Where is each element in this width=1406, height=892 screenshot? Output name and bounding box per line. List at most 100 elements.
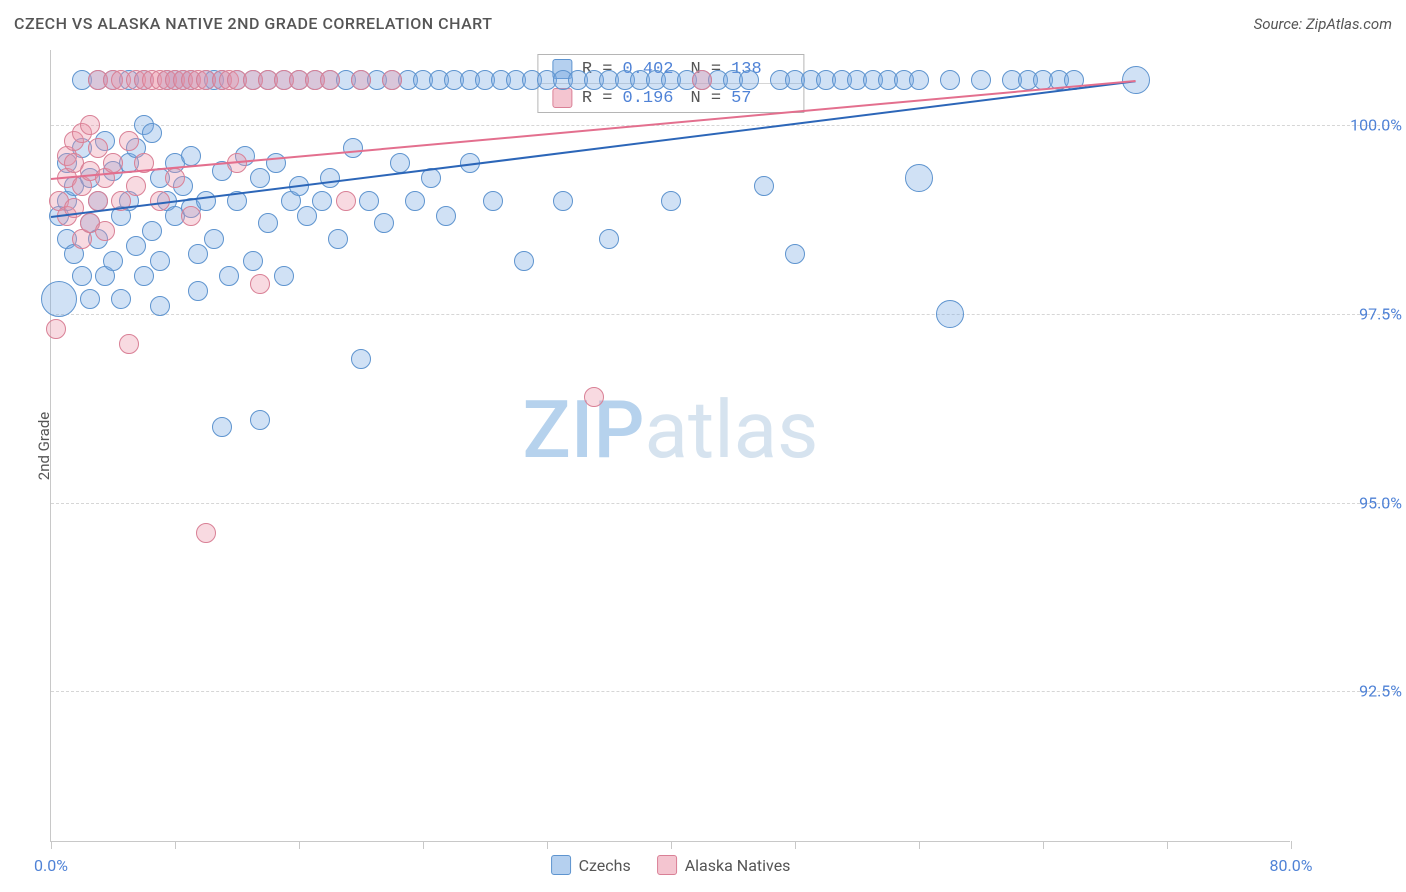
data-point — [661, 191, 681, 211]
data-point — [126, 176, 146, 196]
x-tick — [51, 841, 52, 849]
data-point — [103, 153, 123, 173]
data-point — [328, 229, 348, 249]
data-point — [785, 244, 805, 264]
data-point — [142, 221, 162, 241]
data-point — [88, 138, 108, 158]
data-point — [126, 236, 146, 256]
gridline — [51, 314, 1400, 315]
data-point — [351, 349, 371, 369]
data-point — [150, 296, 170, 316]
data-point — [514, 251, 534, 271]
watermark: ZIPatlas — [523, 383, 819, 477]
n-value: 57 — [731, 89, 789, 108]
legend-swatch — [552, 88, 572, 108]
series-legend: Czechs Alaska Natives — [551, 855, 791, 875]
data-point — [359, 191, 379, 211]
data-point — [483, 191, 503, 211]
data-point — [119, 131, 139, 151]
data-point — [553, 191, 573, 211]
r-label: R = — [582, 89, 613, 108]
data-point — [250, 274, 270, 294]
data-point — [436, 206, 456, 226]
data-point — [258, 213, 278, 233]
data-point — [212, 417, 232, 437]
x-tick — [423, 841, 424, 849]
data-point — [188, 281, 208, 301]
x-tick — [1167, 841, 1168, 849]
data-point — [312, 191, 332, 211]
data-point — [909, 70, 929, 90]
data-point — [351, 70, 371, 90]
x-tick — [1291, 841, 1292, 849]
x-tick — [795, 841, 796, 849]
data-point — [754, 176, 774, 196]
data-point — [196, 191, 216, 211]
legend-item: Alaska Natives — [657, 855, 791, 875]
x-tick — [1043, 841, 1044, 849]
data-point — [181, 146, 201, 166]
data-point — [250, 410, 270, 430]
gridline — [51, 125, 1400, 126]
x-tick — [175, 841, 176, 849]
data-point — [196, 523, 216, 543]
data-point — [188, 244, 208, 264]
data-point — [150, 251, 170, 271]
legend-label: Alaska Natives — [685, 856, 791, 875]
data-point — [692, 70, 712, 90]
data-point — [599, 229, 619, 249]
data-point — [181, 206, 201, 226]
data-point — [320, 168, 340, 188]
legend-label: Czechs — [579, 856, 631, 875]
y-tick-label: 100.0% — [1302, 116, 1402, 135]
x-tick — [671, 841, 672, 849]
x-tick — [299, 841, 300, 849]
data-point — [320, 70, 340, 90]
r-value: 0.196 — [623, 89, 681, 108]
data-point — [243, 251, 263, 271]
y-tick-label: 92.5% — [1302, 682, 1402, 701]
data-point — [142, 123, 162, 143]
x-tick — [547, 841, 548, 849]
gridline — [51, 691, 1400, 692]
data-point — [95, 221, 115, 241]
y-tick-label: 97.5% — [1302, 305, 1402, 324]
data-point — [936, 300, 964, 328]
data-point — [336, 191, 356, 211]
data-point — [46, 319, 66, 339]
x-axis-min-label: 0.0% — [34, 856, 68, 875]
scatter-plot: ZIPatlas R =0.402N =138R =0.196N = 57 Cz… — [50, 50, 1290, 842]
data-point — [88, 191, 108, 211]
data-point — [297, 206, 317, 226]
legend-swatch — [657, 855, 677, 875]
data-point — [219, 266, 239, 286]
gridline — [51, 503, 1400, 504]
data-point — [41, 281, 77, 317]
x-tick — [919, 841, 920, 849]
data-point — [274, 266, 294, 286]
data-point — [80, 289, 100, 309]
data-point — [165, 168, 185, 188]
data-point — [72, 266, 92, 286]
data-point — [111, 289, 131, 309]
data-point — [739, 70, 759, 90]
data-point — [250, 168, 270, 188]
legend-swatch — [551, 855, 571, 875]
x-axis-max-label: 80.0% — [1270, 856, 1313, 875]
data-point — [204, 229, 224, 249]
data-point — [940, 70, 960, 90]
y-tick-label: 95.0% — [1302, 493, 1402, 512]
data-point — [382, 70, 402, 90]
data-point — [584, 387, 604, 407]
data-point — [405, 191, 425, 211]
data-point — [80, 115, 100, 135]
data-point — [134, 266, 154, 286]
data-point — [905, 164, 933, 192]
data-point — [103, 251, 123, 271]
data-point — [343, 138, 363, 158]
watermark-part2: atlas — [645, 383, 819, 477]
source-label: Source: ZipAtlas.com — [1254, 15, 1392, 33]
data-point — [390, 153, 410, 173]
n-label: N = — [691, 89, 722, 108]
legend-item: Czechs — [551, 855, 631, 875]
